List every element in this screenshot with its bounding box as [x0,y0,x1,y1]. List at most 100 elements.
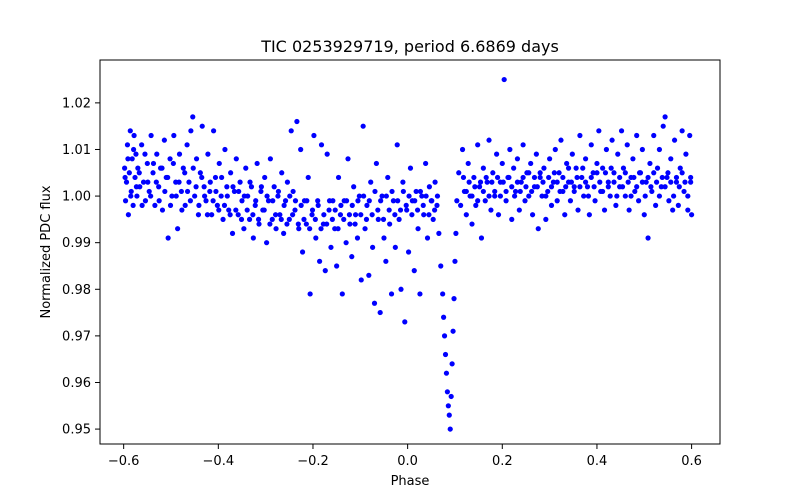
data-point [594,170,600,176]
data-point [685,207,691,213]
data-point [639,179,645,185]
data-point [349,202,355,208]
data-point [167,202,174,208]
data-point [360,123,366,129]
y-axis-label: Normalized PDC flux [39,185,54,318]
data-point [125,212,131,218]
data-point [529,212,536,218]
data-point [159,207,166,213]
data-point [275,193,281,199]
data-point [261,207,267,213]
data-point [535,226,541,232]
data-point [662,184,668,190]
data-point [619,184,626,190]
data-point [256,221,262,227]
data-point [209,212,215,218]
data-point [634,132,640,139]
data-point [687,132,693,139]
data-point [386,207,392,213]
data-point [460,174,467,181]
data-point [241,226,247,232]
data-point [364,202,370,208]
data-points [122,76,695,432]
data-point [571,184,577,190]
data-point [221,202,228,208]
data-point [605,179,611,185]
data-point [140,179,147,185]
data-point [506,174,512,181]
data-point [503,198,509,204]
data-point [304,198,310,204]
data-point [497,193,503,199]
data-point [298,202,304,208]
data-point [490,170,496,176]
data-point [509,184,515,190]
data-point [584,184,591,190]
data-point [592,198,598,204]
data-point [281,230,287,236]
data-point [241,193,247,199]
data-point [432,207,438,213]
data-point [417,291,423,297]
data-point [417,188,424,195]
data-point [449,361,455,367]
data-point [480,165,486,171]
data-point [205,151,211,157]
data-point [312,216,318,222]
data-point [660,123,666,129]
data-point [383,258,389,264]
data-point [564,160,570,167]
data-point [411,268,417,274]
data-point [500,179,506,185]
data-point [648,184,654,190]
data-point [656,193,663,199]
data-point [547,156,553,162]
data-point [282,198,289,204]
data-point [442,351,449,358]
data-point [456,170,462,176]
data-point [381,235,387,241]
data-point [543,193,549,199]
data-point [495,212,502,218]
data-point [161,137,167,143]
data-point [514,156,521,162]
data-point [132,174,138,181]
x-tick-label: −0.4 [203,454,235,469]
data-point [475,198,481,204]
data-point [214,202,220,208]
x-tick-label: 0.0 [397,454,418,469]
data-point [412,198,418,204]
data-point [402,319,408,325]
data-point [573,165,579,171]
y-tick-label: 1.00 [62,190,91,205]
data-point [335,226,341,232]
data-point [136,170,142,176]
data-point [190,114,196,120]
data-point [601,207,608,213]
x-tick-label: −0.6 [108,454,140,469]
data-point [247,179,253,185]
data-point [398,286,404,292]
data-point [369,212,375,218]
data-point [671,137,678,143]
data-point [212,174,219,181]
data-point [480,188,486,195]
data-point [551,170,557,176]
data-point [581,193,587,199]
data-point [358,277,364,283]
data-point [426,184,432,190]
data-point [179,207,185,213]
data-point [403,202,409,208]
chart-title: TIC 0253929719, period 6.6869 days [260,37,559,56]
data-point [338,202,344,208]
data-point [307,291,313,297]
data-point [596,128,602,134]
data-point [685,193,691,199]
data-point [243,165,249,171]
data-point [568,179,574,185]
data-point [392,212,398,218]
data-point [368,179,374,185]
data-point [277,212,283,218]
data-point [453,230,459,236]
data-point [269,216,275,222]
